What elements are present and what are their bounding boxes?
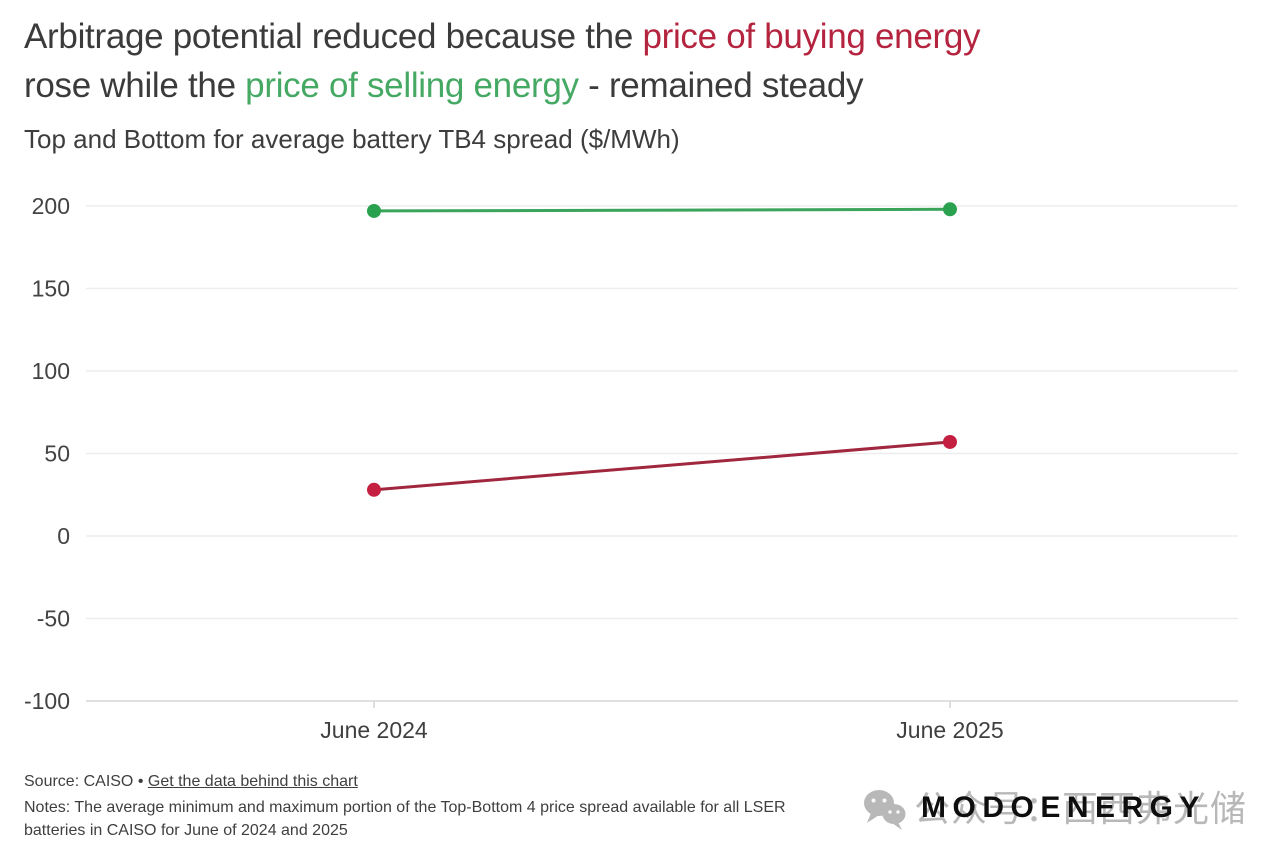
chart-area: 200 150 100 50 0 -50 -100 June 2024 June 2025: [0, 170, 1280, 770]
y-tick-label: -100: [24, 688, 70, 714]
series-line-top: [372, 207, 952, 213]
y-tick-label: 100: [32, 358, 70, 384]
y-tick-label: 150: [32, 276, 70, 302]
watermark-text: 公众号：西西弗光储: [914, 788, 1248, 829]
notes: Notes: The average minimum and maximum p…: [24, 796, 909, 842]
data-point-bottom-0: [367, 482, 381, 497]
source-label: Source: CAISO •: [24, 773, 148, 790]
data-point-top-1: [943, 202, 957, 217]
title-line-1: Arbitrage potential reduced because the …: [24, 12, 1256, 61]
y-tick-label: -50: [37, 606, 70, 632]
source-line: Source: CAISO • Get the data behind this…: [24, 773, 358, 791]
y-tick-label: 200: [32, 193, 70, 219]
x-tick-label: June 2024: [320, 717, 428, 743]
data-point-bottom-1: [943, 434, 957, 449]
modo-energy-logo: MODOENERGY: [921, 791, 1207, 824]
y-tick-label: 0: [57, 523, 70, 549]
wechat-icon: [864, 790, 906, 830]
title-segment-buying-energy: price of buying energy: [642, 17, 981, 56]
line-chart-svg: 200 150 100 50 0 -50 -100 June 2024 June 2025: [24, 193, 1238, 743]
x-tick-label: June 2025: [896, 717, 1003, 743]
chart-subtitle: Top and Bottom for average battery TB4 s…: [24, 124, 680, 154]
notes-line-1: Notes: The average minimum and maximum p…: [24, 799, 786, 816]
series-line-bottom: [372, 440, 952, 492]
notes-line-2: batteries in CAISO for June of 2024 and …: [24, 822, 348, 839]
title-segment: Arbitrage potential reduced because the: [24, 17, 643, 56]
title-line-2: rose while the price of selling energy -…: [24, 61, 1256, 110]
title-segment: rose while the: [24, 66, 246, 105]
data-link[interactable]: Get the data behind this chart: [147, 773, 358, 790]
y-tick-label: 50: [44, 441, 70, 467]
title-segment: - remained steady: [578, 66, 864, 105]
chart-title: Arbitrage potential reduced because the …: [24, 12, 1256, 110]
watermark: 公众号：西西弗光储: [862, 786, 1247, 836]
data-point-top-0: [367, 203, 381, 218]
title-segment-selling-energy: price of selling energy: [245, 66, 579, 105]
